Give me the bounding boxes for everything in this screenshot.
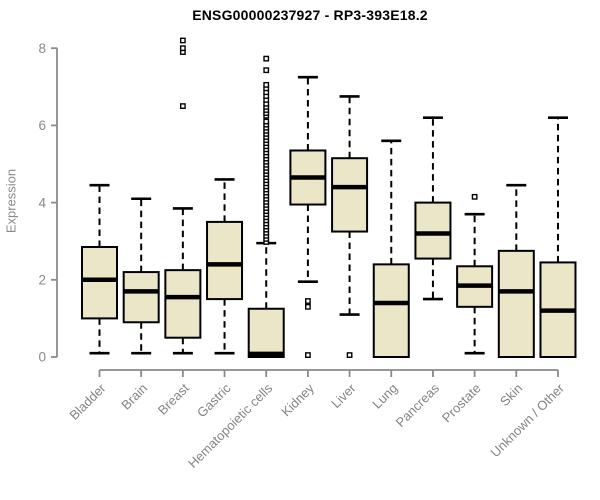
y-tick-label: 2: [38, 273, 46, 288]
box-liver: [331, 95, 369, 358]
iqr-box: [122, 271, 160, 324]
box-gastric: [206, 178, 244, 355]
x-category-label-brain: Brain: [118, 381, 150, 413]
outlier-point: [179, 37, 186, 44]
y-tick-label: 8: [38, 41, 46, 56]
box-breast: [164, 37, 202, 355]
x-category-label-lung: Lung: [369, 381, 400, 412]
iqr-box: [206, 220, 244, 301]
outlier-point: [263, 55, 270, 62]
box-prostate: [456, 193, 494, 355]
box-lung: [372, 139, 410, 358]
iqr-box: [497, 249, 535, 359]
iqr-box: [164, 269, 202, 339]
chart-title: ENSG00000237927 - RP3-393E18.2: [192, 7, 428, 23]
box-skin: [497, 183, 535, 359]
y-tick-label: 0: [38, 350, 46, 365]
outlier-point: [263, 81, 270, 88]
box-pancreas: [414, 116, 452, 301]
box-hematopoietic-cells: [247, 55, 285, 358]
x-category-label-bladder: Bladder: [66, 380, 109, 423]
outlier-point: [263, 67, 270, 74]
y-axis: 0 2 4 6 8: [38, 41, 58, 365]
x-category-label-skin: Skin: [497, 381, 525, 409]
iqr-box: [331, 157, 369, 233]
x-category-label-liver: Liver: [328, 380, 359, 411]
y-tick-label: 6: [38, 118, 46, 133]
box-bladder: [81, 183, 118, 355]
x-category-label-prostate: Prostate: [439, 381, 484, 426]
box-brain: [122, 197, 160, 355]
box-kidney: [289, 75, 327, 358]
outlier-point: [305, 298, 311, 304]
outlier-point: [179, 45, 186, 52]
y-tick-label: 4: [38, 195, 46, 210]
outlier-point: [346, 352, 353, 358]
iqr-box: [414, 201, 452, 260]
x-category-label-gastric: Gastric: [194, 380, 234, 420]
outlier-point: [471, 193, 478, 200]
y-axis-label: Expression: [3, 168, 19, 234]
box-unknown-other: [539, 116, 577, 358]
iqr-box: [247, 307, 285, 358]
outlier-point: [263, 118, 270, 125]
x-category-label-kidney: Kidney: [278, 380, 317, 419]
outlier-point: [305, 303, 311, 310]
outlier-point: [179, 103, 186, 110]
x-category-label-unknown-other: Unknown / Other: [488, 380, 568, 460]
x-category-label-breast: Breast: [155, 380, 192, 417]
iqr-box: [81, 245, 118, 320]
outlier-point: [305, 352, 311, 358]
x-category-label-pancreas: Pancreas: [393, 380, 443, 430]
iqr-box: [372, 263, 410, 358]
